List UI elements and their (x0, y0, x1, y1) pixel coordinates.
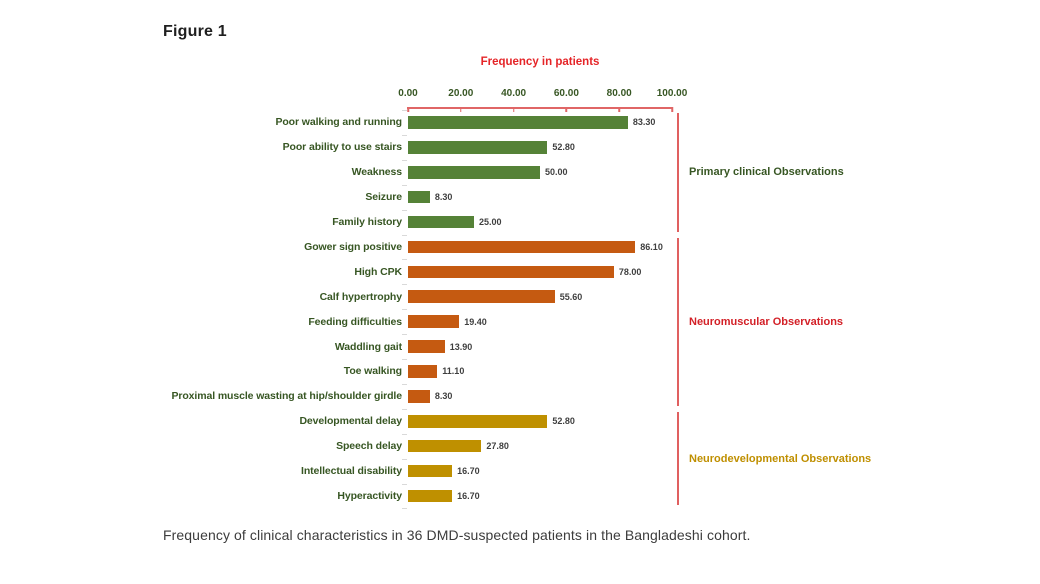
category-tick (402, 383, 407, 385)
figure-caption: Frequency of clinical characteristics in… (163, 527, 751, 543)
value-label: 16.70 (457, 490, 480, 501)
category-tick (402, 110, 407, 111)
bar (408, 489, 453, 503)
x-axis-tick (671, 107, 673, 112)
bar (408, 340, 445, 353)
group-bracket (677, 237, 679, 406)
value-label: 8.30 (434, 391, 453, 402)
bar (408, 190, 430, 204)
category-label: High CPK (354, 265, 402, 278)
category-tick (402, 483, 407, 485)
group-label: Neuromuscular Observations (689, 315, 844, 328)
bar (408, 290, 555, 304)
category-tick (402, 259, 407, 261)
figure-label: Figure 1 (163, 23, 227, 40)
category-tick (402, 359, 407, 360)
category-tick (402, 284, 407, 286)
category-label: Gower sign positive (304, 240, 402, 253)
bar (408, 390, 430, 403)
x-axis-tick-label: 40.00 (501, 88, 527, 99)
category-label: Waddling gait (334, 340, 402, 353)
value-label: 19.40 (464, 316, 487, 327)
value-label: 52.80 (552, 416, 575, 427)
value-label: 16.70 (457, 466, 480, 477)
category-label: Calf hypertrophy (319, 290, 403, 303)
category-tick (402, 309, 407, 311)
bar (408, 116, 628, 129)
category-label: Proximal muscle wasting at hip/shoulder … (171, 390, 402, 403)
bar (408, 215, 474, 229)
x-axis-tick-label: 20.00 (448, 88, 474, 99)
value-label: 8.30 (434, 192, 453, 203)
group-bracket (677, 411, 679, 506)
category-tick (402, 134, 407, 136)
category-label: Seizure (365, 191, 402, 204)
x-axis-tick (407, 107, 409, 112)
value-label: 83.30 (632, 117, 656, 128)
x-axis-tick (565, 107, 568, 112)
category-label: Poor ability to use stairs (282, 141, 402, 154)
category-label: Intellectual disability (301, 465, 402, 478)
category-tick (402, 433, 407, 435)
group-label: Neurodevelopmental Observations (689, 452, 872, 465)
x-axis-tick-label: 0.00 (398, 88, 418, 99)
value-label: 13.90 (449, 341, 473, 352)
x-axis-tick-label: 100.00 (656, 88, 688, 99)
bar (408, 240, 636, 254)
group-label: Primary clinical Observations (689, 166, 844, 179)
category-tick (402, 408, 407, 410)
category-tick (402, 159, 407, 161)
category-tick (402, 334, 407, 336)
bar (408, 315, 460, 328)
category-label: Hyperactivity (337, 489, 402, 502)
value-label: 52.80 (552, 142, 575, 153)
category-label: Developmental delay (299, 415, 402, 428)
value-label: 27.80 (486, 441, 509, 452)
group-bracket (677, 113, 679, 232)
x-axis-tick (618, 107, 620, 112)
value-label: 11.10 (442, 366, 465, 377)
bar (408, 165, 540, 179)
bar (408, 265, 614, 279)
bar (408, 439, 482, 453)
category-tick (402, 508, 407, 510)
category-label: Weakness (351, 166, 402, 179)
category-tick (402, 234, 407, 236)
x-axis-tick-label: 60.00 (553, 88, 579, 99)
x-axis-line (407, 107, 673, 109)
bar (408, 365, 438, 378)
value-label: 55.60 (559, 291, 583, 302)
bar (408, 141, 548, 154)
category-label: Feeding difficulties (308, 315, 402, 328)
category-label: Speech delay (336, 440, 402, 453)
value-label: 86.10 (640, 241, 663, 252)
category-label: Family history (332, 216, 402, 229)
bar (408, 414, 548, 428)
chart-title: Frequency in patients (480, 56, 600, 68)
category-tick (402, 458, 407, 460)
category-label: Toe walking (343, 365, 402, 378)
value-label: 25.00 (479, 217, 502, 228)
category-label: Poor walking and running (275, 116, 402, 129)
x-axis-tick-label: 80.00 (606, 88, 632, 99)
bar (408, 464, 453, 478)
value-label: 50.00 (545, 167, 568, 178)
x-axis-tick (460, 107, 462, 112)
x-axis-tick (512, 107, 515, 112)
category-tick (402, 184, 407, 186)
value-label: 78.00 (618, 266, 642, 277)
category-tick (402, 209, 407, 211)
